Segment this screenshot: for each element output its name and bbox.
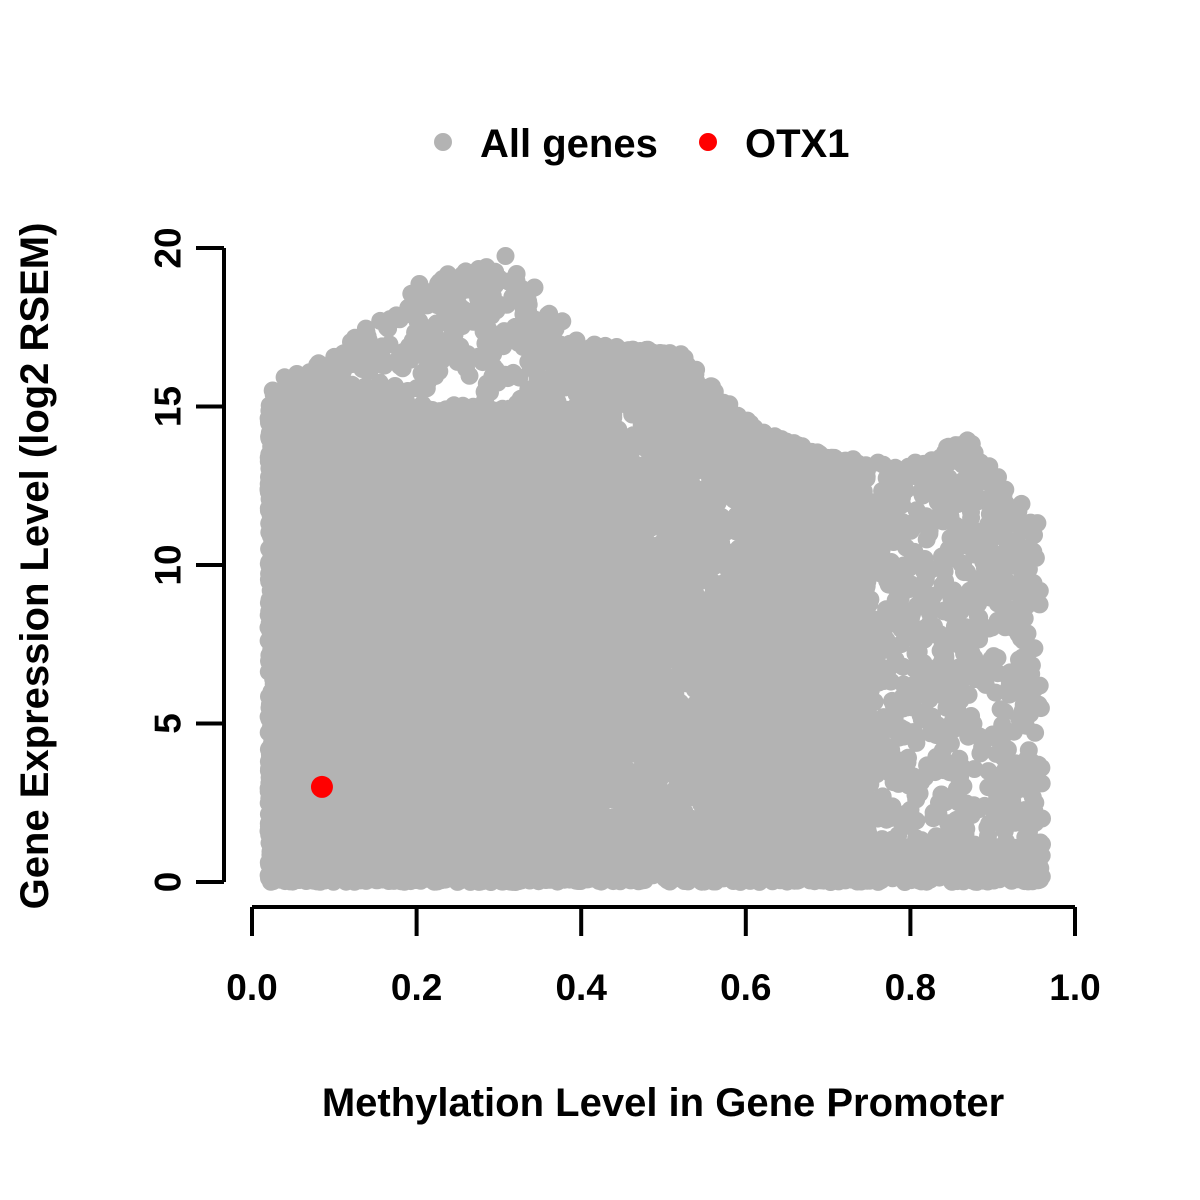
all-genes-points xyxy=(259,247,1051,892)
y-axis: 0 5 10 15 20 xyxy=(148,227,226,893)
x-axis-title: Methylation Level in Gene Promoter xyxy=(322,1081,1004,1125)
x-tick-label: 0.0 xyxy=(226,967,277,1008)
x-tick-label: 1.0 xyxy=(1049,967,1100,1008)
legend-label-all-genes: All genes xyxy=(480,122,658,166)
y-tick-label: 5 xyxy=(148,713,189,734)
y-axis-title: Gene Expression Level (log2 RSEM) xyxy=(13,223,57,910)
y-tick-label: 0 xyxy=(148,872,189,893)
x-tick-label: 0.6 xyxy=(720,967,771,1008)
legend-marker-all-genes xyxy=(434,133,452,151)
legend-item-otx1[interactable]: OTX1 xyxy=(699,122,849,166)
legend-item-all-genes[interactable]: All genes xyxy=(434,122,658,166)
legend-label-otx1: OTX1 xyxy=(745,122,849,166)
x-tick-label: 0.4 xyxy=(555,967,607,1008)
y-tick-label: 10 xyxy=(148,544,189,585)
legend: All genes OTX1 xyxy=(434,122,849,166)
all-genes-point-cloud xyxy=(259,247,1051,892)
otx1-data-point[interactable] xyxy=(310,775,333,798)
y-tick-label: 15 xyxy=(148,386,189,427)
legend-marker-otx1 xyxy=(699,133,717,151)
x-tick-label: 0.8 xyxy=(885,967,936,1008)
y-tick-label: 20 xyxy=(148,227,189,268)
x-tick-label: 0.2 xyxy=(391,967,442,1008)
otx1-highlight-point xyxy=(310,775,333,798)
x-axis: 0.0 0.2 0.4 0.6 0.8 1.0 xyxy=(226,905,1101,1008)
